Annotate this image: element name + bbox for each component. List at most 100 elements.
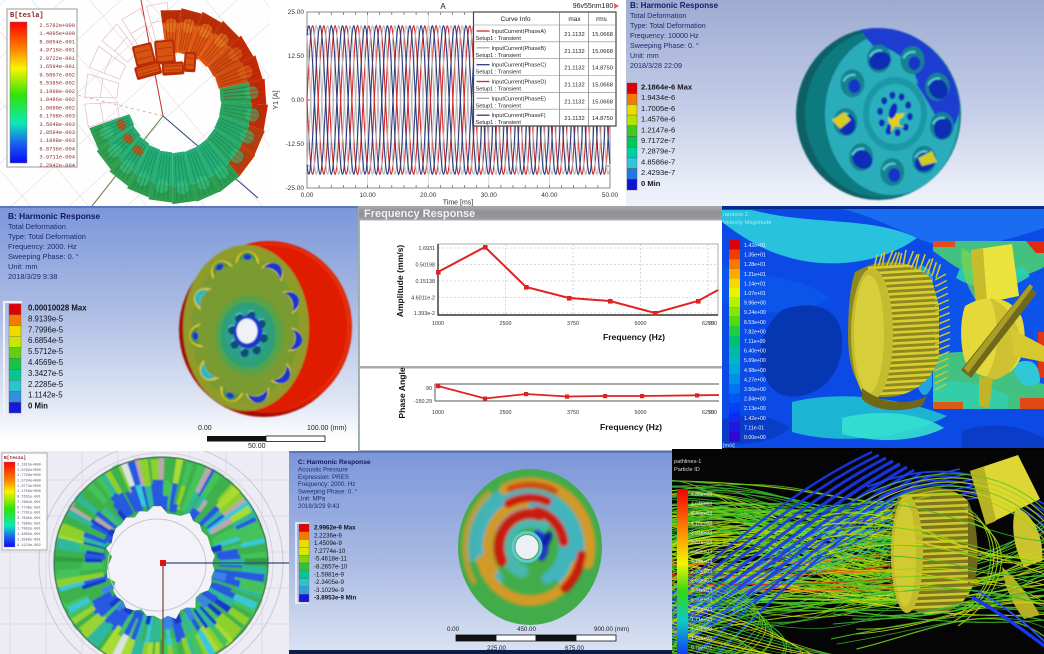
svg-text:1.35e+01: 1.35e+01: [744, 253, 766, 259]
svg-text:90: 90: [426, 386, 432, 392]
svg-text:Phase Angle: Phase Angle: [397, 367, 407, 418]
svg-text:Curve Info: Curve Info: [501, 16, 531, 23]
svg-text:675.00: 675.00: [565, 645, 584, 652]
svg-text:Setup1 : Transient: Setup1 : Transient: [476, 120, 522, 126]
svg-text:50.00: 50.00: [248, 443, 266, 450]
svg-text:Sweeping Phase: 0. °: Sweeping Phase: 0. °: [8, 252, 79, 261]
svg-text:1.8486e-002: 1.8486e-002: [39, 97, 75, 103]
svg-text:max: max: [568, 16, 581, 23]
svg-text:2018/3/28 22:09: 2018/3/28 22:09: [630, 61, 682, 70]
svg-text:2.69e+03: 2.69e+03: [691, 578, 712, 584]
svg-text:1.0680e-002: 1.0680e-002: [39, 105, 75, 111]
svg-text:2.84e+00: 2.84e+00: [744, 397, 766, 403]
svg-text:3.18e+03: 3.18e+03: [691, 559, 712, 565]
svg-text:Frequency Response: Frequency Response: [364, 208, 475, 220]
svg-text:0.15138: 0.15138: [416, 279, 436, 285]
svg-text:Sweeping Phase: 0. °: Sweeping Phase: 0. °: [630, 41, 699, 50]
svg-text:Frequency: 2000. Hz: Frequency: 2000. Hz: [8, 242, 77, 251]
svg-text:450.00: 450.00: [517, 626, 536, 633]
svg-text:Setup1 : Transient: Setup1 : Transient: [476, 103, 522, 109]
svg-text:5.69e+00: 5.69e+00: [744, 358, 766, 364]
svg-text:InputCurrent(PhaseF): InputCurrent(PhaseF): [492, 113, 546, 119]
svg-text:0 Min: 0 Min: [641, 179, 661, 188]
svg-text:1.7005e-6: 1.7005e-6: [641, 104, 675, 113]
svg-text:2.1915e+000: 2.1915e+000: [17, 464, 41, 468]
svg-text:6.6854e-5: 6.6854e-5: [28, 336, 64, 345]
svg-text:25.00: 25.00: [288, 9, 305, 16]
svg-text:InputCurrent(PhaseC): InputCurrent(PhaseC): [492, 63, 547, 69]
svg-text:3.9711e-004: 3.9711e-004: [39, 155, 75, 161]
svg-text:0.00: 0.00: [291, 97, 304, 104]
svg-text:1.22e+03: 1.22e+03: [691, 636, 712, 642]
svg-text:0.00e+00: 0.00e+00: [744, 435, 766, 441]
svg-text:2500: 2500: [500, 410, 512, 416]
svg-text:6250: 6250: [702, 410, 714, 416]
svg-text:Frequency: 2000. Hz: Frequency: 2000. Hz: [298, 481, 355, 488]
svg-text:-2.3405e-9: -2.3405e-9: [314, 579, 344, 586]
svg-text:2500: 2500: [500, 321, 512, 327]
svg-text:14.8750: 14.8750: [592, 66, 613, 72]
svg-text:21.1132: 21.1132: [564, 116, 585, 122]
svg-text:1.4095e+000: 1.4095e+000: [39, 31, 75, 37]
svg-text:3.42e+03: 3.42e+03: [691, 550, 712, 556]
svg-text:-3.8953e-9 Min: -3.8953e-9 Min: [314, 595, 357, 602]
svg-text:9.24e+00: 9.24e+00: [744, 310, 766, 316]
svg-text:1.4576e-6: 1.4576e-6: [641, 115, 675, 124]
svg-text:750: 750: [708, 410, 717, 416]
svg-text:6250: 6250: [702, 321, 714, 327]
svg-text:100.00 (mm): 100.00 (mm): [307, 425, 347, 432]
svg-text:Setup1 : Transient: Setup1 : Transient: [476, 70, 522, 76]
svg-text:B[tesla]: B[tesla]: [10, 12, 44, 20]
svg-text:Setup1 : Transient: Setup1 : Transient: [476, 87, 522, 93]
svg-text:-5.4618e-11: -5.4618e-11: [314, 556, 347, 563]
svg-text:4.4569e-5: 4.4569e-5: [28, 358, 64, 367]
svg-text:Type: Total Deformation: Type: Total Deformation: [630, 21, 706, 30]
svg-text:9.7631e-001: 9.7631e-001: [17, 496, 41, 500]
svg-text:1.3773e+000: 1.3773e+000: [17, 485, 41, 489]
svg-text:1.1142e-5: 1.1142e-5: [28, 391, 63, 400]
svg-text:Setup1 : Transient: Setup1 : Transient: [476, 53, 522, 59]
svg-text:1000: 1000: [432, 321, 444, 327]
svg-text:7.7684e-001: 7.7684e-001: [17, 501, 41, 505]
svg-text:40.00: 40.00: [541, 192, 558, 199]
svg-text:4.8586e-7: 4.8586e-7: [641, 157, 675, 166]
svg-text:15.0668: 15.0668: [592, 32, 613, 38]
svg-text:21.1132: 21.1132: [564, 32, 585, 38]
svg-text:Particle ID: Particle ID: [674, 467, 700, 473]
svg-text:2.5782e+000: 2.5782e+000: [39, 23, 75, 29]
svg-text:1.71e+03: 1.71e+03: [691, 617, 712, 623]
svg-text:8.9139e-5: 8.9139e-5: [28, 314, 64, 323]
svg-text:14.8750: 14.8750: [592, 116, 613, 122]
svg-text:7.2879e-7: 7.2879e-7: [641, 147, 675, 156]
svg-text:1.42e+00: 1.42e+00: [744, 416, 766, 422]
svg-text:Y1 [A]: Y1 [A]: [273, 90, 280, 109]
svg-text:3.56e+00: 3.56e+00: [744, 387, 766, 393]
svg-text:4.7791e-001: 4.7791e-001: [17, 512, 41, 516]
svg-text:21.1132: 21.1132: [564, 99, 585, 105]
svg-text:10.00: 10.00: [359, 192, 376, 199]
svg-text:7.2774e-10: 7.2774e-10: [314, 548, 346, 555]
svg-text:[m/s]: [m/s]: [723, 443, 735, 449]
svg-text:0 Min: 0 Min: [28, 402, 48, 411]
svg-text:5000: 5000: [635, 321, 647, 327]
svg-text:1000: 1000: [432, 410, 444, 416]
svg-text:4.9716e-001: 4.9716e-001: [39, 48, 75, 54]
svg-text:Frequency: 10000 Hz: Frequency: 10000 Hz: [630, 31, 699, 40]
svg-text:0.00: 0.00: [301, 192, 314, 199]
svg-text:4.6011e-2: 4.6011e-2: [411, 296, 435, 302]
svg-text:0.50198: 0.50198: [416, 263, 436, 269]
svg-text:3750: 3750: [567, 410, 579, 416]
svg-text:1.6931: 1.6931: [419, 246, 436, 252]
svg-text:20.00: 20.00: [420, 192, 437, 199]
svg-text:1.47e+03: 1.47e+03: [691, 626, 712, 632]
svg-text:4.64e+03: 4.64e+03: [691, 502, 712, 508]
svg-text:4.16e+03: 4.16e+03: [691, 521, 712, 527]
svg-text:-150.29: -150.29: [414, 399, 432, 405]
svg-text:B: Harmonic Response: B: Harmonic Response: [630, 1, 719, 10]
svg-text:2.13e+00: 2.13e+00: [744, 406, 766, 412]
svg-text:-1.5981e-9: -1.5981e-9: [314, 571, 344, 578]
svg-text:Expression: PRES: Expression: PRES: [298, 474, 349, 481]
svg-text:30.00: 30.00: [481, 192, 498, 199]
svg-text:7.7996e-5: 7.7996e-5: [28, 325, 64, 334]
svg-text:1.4509e-9: 1.4509e-9: [314, 540, 342, 547]
